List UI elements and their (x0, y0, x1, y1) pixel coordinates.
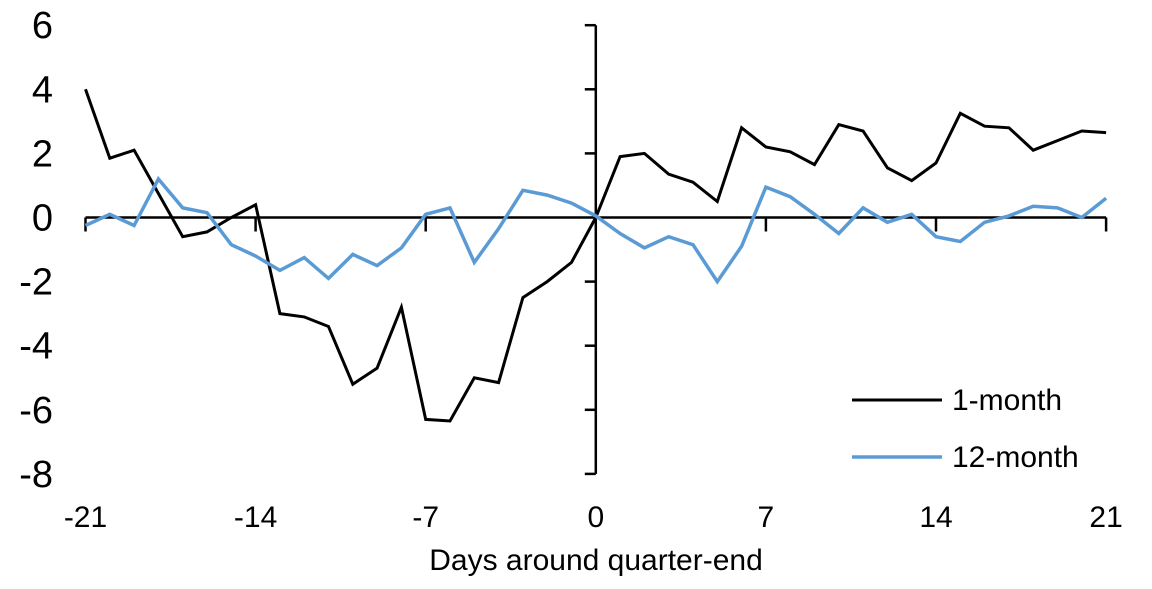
y-tick-label: -2 (19, 262, 53, 304)
y-tick-label: 6 (32, 5, 53, 47)
x-tick-label: -21 (64, 501, 107, 534)
y-tick-label: -8 (19, 454, 53, 496)
x-tick-label: -7 (412, 501, 439, 534)
x-tick-label: 21 (1089, 501, 1122, 534)
x-axis-title: Days around quarter-end (429, 544, 763, 577)
y-tick-label: 4 (32, 69, 53, 111)
y-tick-label: -6 (19, 390, 53, 432)
y-tick-label: 0 (32, 198, 53, 240)
x-tick-label: 14 (919, 501, 952, 534)
y-tick-label: 2 (32, 133, 53, 175)
y-tick-label: -4 (19, 326, 53, 368)
series-line-12-month (84, 175, 1108, 285)
legend-label-12-month: 12-month (952, 441, 1079, 474)
legend: 1-month 12-month (852, 384, 1079, 474)
x-tick-label: 0 (587, 501, 604, 534)
x-tick-label: 7 (758, 501, 775, 534)
x-tick-label: -14 (234, 501, 277, 534)
legend-label-1-month: 1-month (952, 384, 1062, 417)
